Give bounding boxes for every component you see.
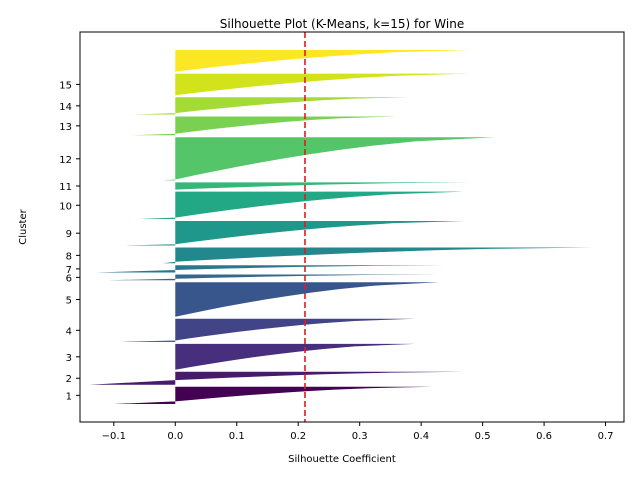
y-tick-label-6: 6: [66, 273, 72, 284]
silhouette-bar-cluster-top: [175, 50, 471, 72]
silhouette-bar-cluster-4: [119, 318, 416, 342]
silhouette-bar-cluster-1: [113, 386, 434, 404]
y-tick-label-15: 15: [59, 80, 72, 91]
silhouette-bar-cluster-7: [95, 265, 446, 273]
x-tick-label: 0.2: [290, 431, 306, 442]
y-tick-label-8: 8: [66, 251, 72, 262]
y-tick-label-2: 2: [66, 374, 72, 385]
x-tick-label: −0.1: [102, 431, 126, 442]
silhouette-bar-cluster-5: [175, 282, 440, 317]
y-tick-label-1: 1: [66, 391, 72, 402]
x-axis-ticks: −0.1 0.0 0.1 0.2 0.3 0.4 0.5 0.6 0.7: [102, 422, 614, 442]
x-tick-label: 0.4: [413, 431, 429, 442]
y-axis-label: Cluster: [18, 208, 29, 244]
x-tick-label: 0.5: [475, 431, 491, 442]
x-tick-label: 0.7: [598, 431, 614, 442]
silhouette-bar-cluster-10: [138, 191, 465, 219]
x-tick-label: 0.0: [167, 431, 183, 442]
silhouette-bar-cluster-11: [175, 182, 471, 190]
y-tick-label-4: 4: [66, 326, 72, 337]
silhouette-bar-cluster-13: [132, 116, 397, 136]
y-tick-label-13: 13: [59, 122, 72, 133]
y-tick-label-3: 3: [66, 353, 72, 364]
x-tick-label: 0.6: [536, 431, 552, 442]
y-tick-label-7: 7: [66, 265, 72, 276]
silhouette-bar-cluster-14: [132, 97, 409, 115]
plot-frame: [79, 31, 625, 423]
silhouette-bar-cluster-9: [126, 220, 465, 246]
y-tick-label-14: 14: [59, 102, 72, 113]
silhouette-bar-cluster-3: [175, 343, 416, 370]
silhouette-bar-cluster-2: [89, 371, 465, 385]
y-tick-label-5: 5: [66, 296, 72, 307]
y-tick-label-11: 11: [59, 182, 72, 193]
x-tick-label: 0.3: [352, 431, 368, 442]
silhouette-bars: [89, 50, 594, 404]
x-tick-label: 0.1: [229, 431, 245, 442]
silhouette-bar-cluster-8: [162, 247, 594, 264]
x-axis-label: Silhouette Coefficient: [288, 454, 396, 465]
silhouette-bar-cluster-6: [107, 274, 440, 281]
silhouette-bar-cluster-15: [175, 73, 471, 96]
silhouette-bar-cluster-12: [162, 137, 495, 181]
y-tick-label-9: 9: [66, 229, 72, 240]
y-tick-label-10: 10: [59, 201, 72, 212]
chart-title: Silhouette Plot (K-Means, k=15) for Wine: [220, 17, 464, 31]
y-tick-label-12: 12: [59, 155, 72, 166]
